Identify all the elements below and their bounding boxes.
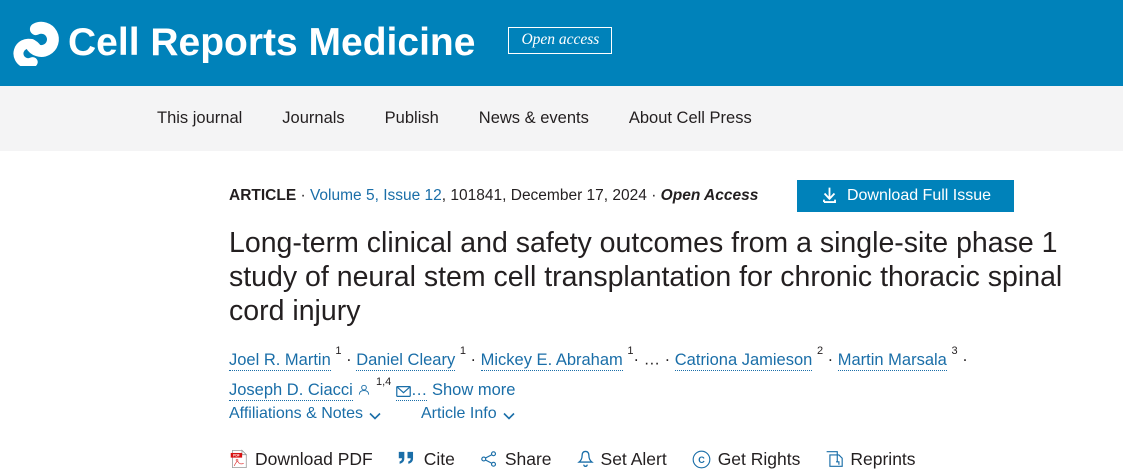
svg-text:PDF: PDF	[233, 454, 240, 458]
svg-text:C: C	[698, 455, 705, 465]
